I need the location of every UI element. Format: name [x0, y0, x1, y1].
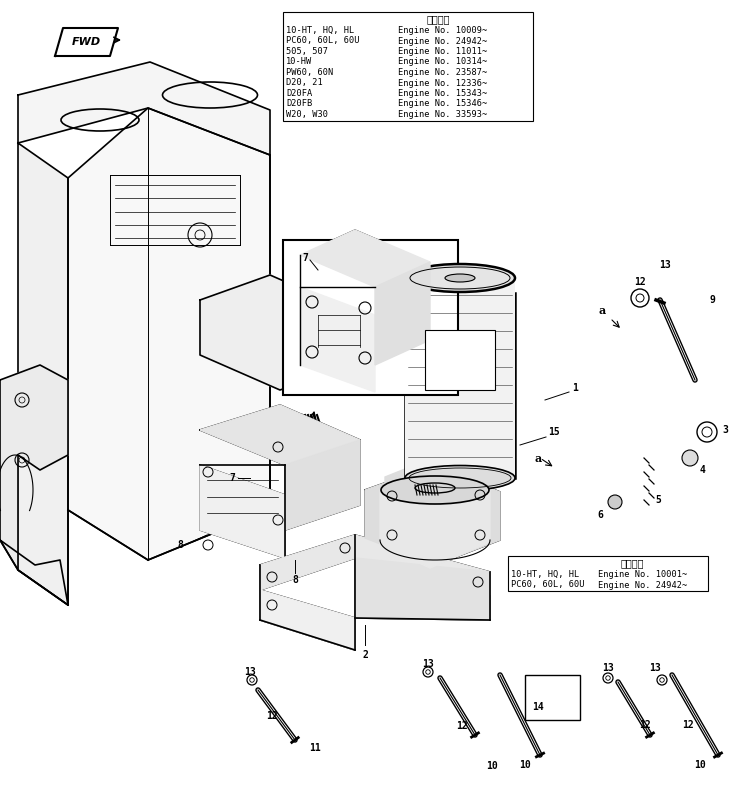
Text: 10: 10: [519, 760, 531, 770]
Text: 505, 507: 505, 507: [286, 47, 328, 56]
Polygon shape: [405, 278, 515, 478]
Ellipse shape: [445, 274, 475, 282]
Ellipse shape: [381, 476, 489, 504]
Bar: [283, 12, 533, 120]
Text: 適用影飽: 適用影飽: [621, 558, 644, 568]
Text: D20FB: D20FB: [286, 100, 312, 109]
Text: Engine No. 10009~: Engine No. 10009~: [398, 26, 487, 35]
Text: Engine No. 11011~: Engine No. 11011~: [398, 47, 487, 56]
Polygon shape: [200, 405, 360, 465]
Text: Engine No. 10001~: Engine No. 10001~: [598, 570, 687, 579]
Text: 13: 13: [649, 663, 661, 673]
Text: W20, W30: W20, W30: [286, 110, 328, 119]
Text: PC60, 60L, 60U: PC60, 60L, 60U: [511, 581, 584, 589]
Text: 11: 11: [309, 743, 321, 753]
Bar: [283, 240, 458, 395]
Polygon shape: [68, 108, 270, 560]
Text: Engine No. 33593~: Engine No. 33593~: [398, 110, 487, 119]
Text: 8: 8: [292, 575, 298, 585]
Text: 4: 4: [700, 465, 706, 475]
Polygon shape: [365, 465, 500, 565]
Polygon shape: [18, 62, 270, 155]
Text: 13: 13: [422, 659, 434, 669]
Text: 7: 7: [229, 473, 235, 483]
Text: 10-HT, HQ, HL: 10-HT, HQ, HL: [511, 570, 579, 579]
Bar: [425, 330, 495, 390]
Polygon shape: [260, 590, 355, 650]
Text: 12: 12: [634, 277, 646, 287]
Text: a: a: [535, 452, 541, 463]
Text: 14: 14: [532, 702, 544, 712]
Ellipse shape: [405, 466, 515, 490]
Polygon shape: [355, 558, 490, 620]
Text: 8: 8: [177, 540, 183, 550]
Text: 5: 5: [655, 495, 661, 505]
Text: Engine No. 15343~: Engine No. 15343~: [398, 89, 487, 98]
Text: 13: 13: [602, 663, 614, 673]
Polygon shape: [300, 230, 430, 287]
Polygon shape: [380, 466, 490, 568]
Text: 2: 2: [362, 650, 368, 660]
Text: 適用影飽: 適用影飽: [426, 14, 449, 24]
Text: 6: 6: [597, 510, 603, 520]
Text: PC60, 60L, 60U: PC60, 60L, 60U: [286, 36, 360, 45]
Text: Engine No. 24942~: Engine No. 24942~: [598, 581, 687, 589]
Polygon shape: [200, 465, 285, 558]
Text: PW60, 60N: PW60, 60N: [286, 68, 333, 77]
Bar: [508, 556, 708, 591]
Ellipse shape: [405, 264, 515, 292]
Text: 13: 13: [244, 667, 256, 677]
Bar: [525, 675, 580, 720]
Text: Engine No. 15346~: Engine No. 15346~: [398, 100, 487, 109]
Text: 12: 12: [682, 720, 694, 730]
Text: 10: 10: [486, 761, 498, 771]
Text: 9: 9: [710, 295, 716, 305]
Text: a: a: [599, 304, 605, 315]
Text: 13: 13: [659, 260, 671, 270]
Text: Engine No. 23587~: Engine No. 23587~: [398, 68, 487, 77]
Text: Engine No. 24942~: Engine No. 24942~: [398, 36, 487, 45]
Text: 10-HW: 10-HW: [286, 58, 312, 67]
Polygon shape: [285, 440, 360, 530]
Polygon shape: [300, 287, 375, 392]
Text: 1: 1: [572, 383, 578, 393]
Text: D20FA: D20FA: [286, 89, 312, 98]
Polygon shape: [200, 275, 350, 390]
Text: 12: 12: [266, 711, 278, 721]
Text: 15: 15: [548, 427, 559, 437]
Text: 12: 12: [456, 721, 468, 731]
Text: Engine No. 10314~: Engine No. 10314~: [398, 58, 487, 67]
Text: 10-HT, HQ, HL: 10-HT, HQ, HL: [286, 26, 354, 35]
Text: 12: 12: [639, 720, 651, 730]
Text: 7: 7: [302, 253, 308, 263]
Polygon shape: [385, 465, 495, 518]
Text: Engine No. 12336~: Engine No. 12336~: [398, 78, 487, 87]
Text: FWD: FWD: [72, 37, 101, 47]
Polygon shape: [0, 365, 68, 570]
Text: 3: 3: [722, 425, 728, 435]
Polygon shape: [18, 143, 68, 605]
Polygon shape: [260, 535, 490, 595]
Circle shape: [608, 495, 622, 509]
Polygon shape: [375, 262, 430, 365]
Circle shape: [682, 450, 698, 466]
Text: 10: 10: [694, 760, 706, 770]
Text: D20, 21: D20, 21: [286, 78, 323, 87]
